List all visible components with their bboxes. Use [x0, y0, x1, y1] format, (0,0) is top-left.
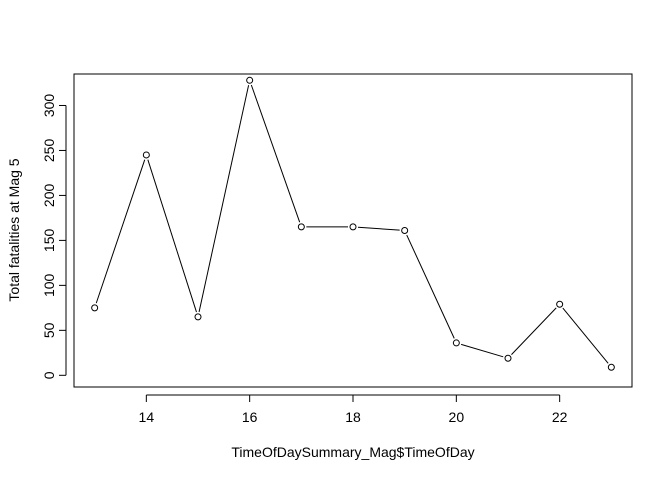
x-axis: 14 16 18 20 22 [139, 394, 568, 425]
series-line-segment [250, 84, 301, 223]
series-line-segment [95, 159, 146, 304]
data-point [349, 223, 357, 231]
x-tick-label: 20 [449, 409, 465, 425]
data-point [401, 227, 409, 234]
y-tick-label: 100 [41, 273, 57, 297]
x-tick-label: 16 [242, 409, 258, 425]
data-point [452, 339, 460, 347]
series-line-segment [357, 226, 400, 231]
data-point [607, 363, 615, 371]
y-tick-label: 200 [41, 184, 57, 208]
data-point [194, 313, 202, 321]
data-point [91, 304, 99, 312]
series-line-segment [198, 85, 250, 313]
series-line-segment [562, 307, 609, 364]
series-line-segment [460, 343, 504, 358]
data-point [142, 151, 150, 159]
y-tick-label: 250 [41, 139, 57, 163]
series-line-segment [147, 159, 197, 313]
series-line-segment [406, 234, 455, 339]
y-tick-label: 150 [41, 229, 57, 253]
y-tick-label: 0 [41, 371, 57, 379]
data-point [504, 354, 512, 362]
x-axis-title: TimeOfDaySummary_Mag$TimeOfDay [231, 444, 474, 460]
x-tick-label: 22 [552, 409, 568, 425]
y-axis: 0 50 100 150 200 250 300 [41, 94, 67, 379]
data-point [556, 300, 564, 308]
data-point [297, 223, 305, 231]
y-axis-title: Total fatalities at Mag 5 [6, 158, 22, 301]
x-tick-label: 14 [139, 409, 155, 425]
y-tick-label: 50 [41, 322, 57, 338]
x-tick-label: 18 [345, 409, 361, 425]
y-tick-label: 300 [41, 94, 57, 118]
series-line-segment [511, 307, 557, 355]
data-point [246, 76, 254, 84]
series-plot [91, 76, 615, 371]
plot-frame [73, 73, 633, 388]
